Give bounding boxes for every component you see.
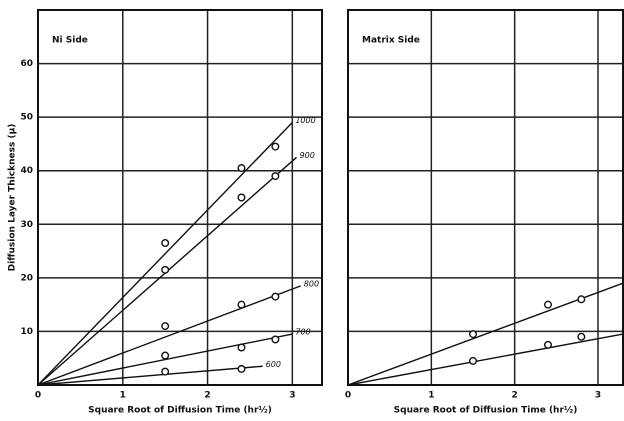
data-point <box>469 356 478 365</box>
x-tick-label: 2 <box>512 391 518 401</box>
x-tick-label: 3 <box>289 391 295 401</box>
data-point <box>237 343 246 352</box>
x-axis-label: Square Root of Diffusion Time (hr½) <box>88 405 272 416</box>
x-tick-label: 0 <box>345 391 351 401</box>
x-tick-label: 2 <box>204 391 210 401</box>
y-tick-label: 50 <box>20 113 33 123</box>
data-point <box>237 364 246 373</box>
data-point <box>237 193 246 202</box>
series-label: 900 <box>300 151 315 160</box>
y-axis-label: Diffusion Layer Thickness (μ) <box>8 124 18 272</box>
fit-line <box>37 365 263 386</box>
data-point <box>544 340 553 349</box>
x-tick-label: 0 <box>35 391 41 401</box>
y-tick-label: 60 <box>20 59 33 69</box>
data-point <box>161 351 170 360</box>
data-point <box>237 164 246 173</box>
data-point <box>161 265 170 274</box>
data-point <box>271 142 280 151</box>
data-point <box>577 332 586 341</box>
panel-title: Ni Side <box>52 36 88 46</box>
data-point <box>271 172 280 181</box>
data-point <box>271 292 280 301</box>
x-axis-label: Square Root of Diffusion Time (hr½) <box>394 405 578 416</box>
fit-line <box>37 333 293 386</box>
data-point <box>271 335 280 344</box>
y-tick-label: 10 <box>20 327 33 337</box>
plot-frame <box>37 9 323 386</box>
plot-frame <box>347 9 624 386</box>
data-point <box>544 300 553 309</box>
y-tick-label: 40 <box>20 166 33 176</box>
x-tick-label: 3 <box>595 391 601 401</box>
series-label: 600 <box>266 360 281 369</box>
series-label: 700 <box>295 328 310 337</box>
x-tick-label: 1 <box>120 391 126 401</box>
fit-line <box>37 122 293 386</box>
y-tick-label: 30 <box>20 220 33 230</box>
x-tick-label: 1 <box>428 391 434 401</box>
series-label: 1000 <box>295 116 315 125</box>
panel-title: Matrix Side <box>362 36 420 46</box>
data-point <box>161 322 170 331</box>
fit-line <box>347 333 624 386</box>
data-point <box>237 300 246 309</box>
y-tick-label: 20 <box>20 273 33 283</box>
data-point <box>161 367 170 376</box>
data-point <box>469 330 478 339</box>
data-point <box>161 239 170 248</box>
data-point <box>577 295 586 304</box>
fit-line <box>37 285 302 386</box>
fit-line <box>347 282 624 386</box>
series-label: 800 <box>304 279 319 288</box>
